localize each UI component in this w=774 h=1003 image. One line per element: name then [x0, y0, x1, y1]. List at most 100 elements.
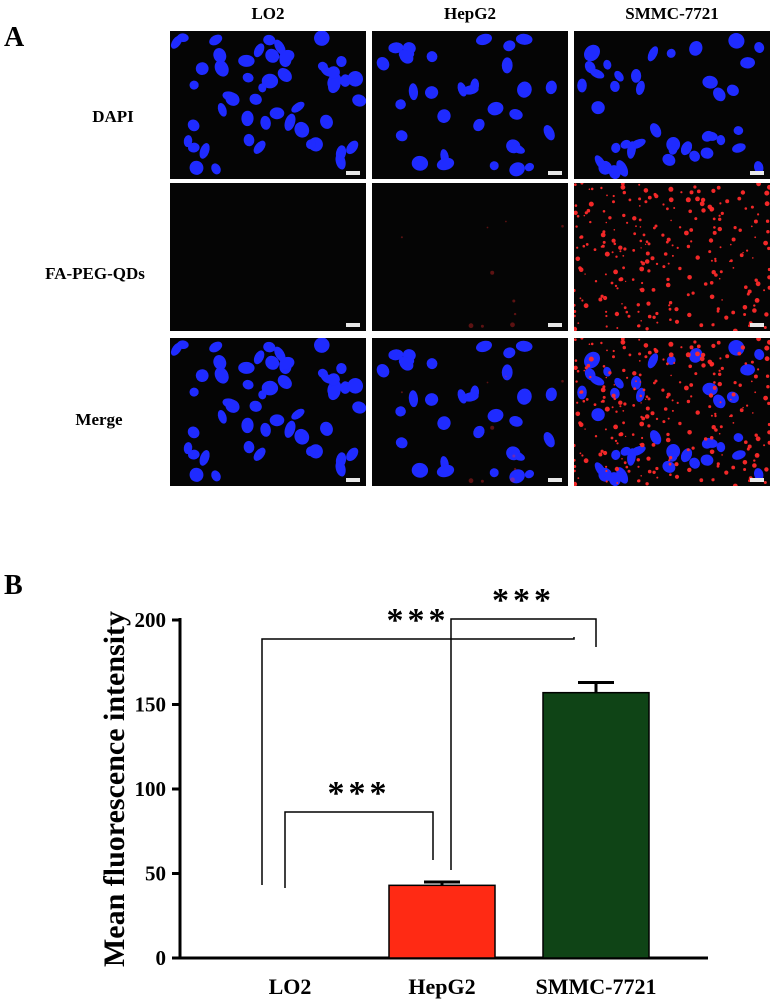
quantum-dot-signal — [613, 242, 617, 246]
nucleus — [611, 142, 621, 153]
quantum-dot-signal — [610, 281, 614, 285]
quantum-dot-signal — [647, 269, 651, 273]
quantum-dot-signal — [604, 273, 607, 276]
quantum-dot-signal — [574, 481, 578, 486]
quantum-dot-signal — [647, 397, 651, 401]
micro-merge-smmc-7721 — [574, 338, 770, 486]
quantum-dot-signal — [602, 365, 606, 368]
nucleus — [616, 160, 629, 177]
quantum-dot-signal — [623, 461, 627, 465]
quantum-dot-signal — [620, 338, 625, 341]
quantum-dot-signal — [721, 299, 723, 301]
quantum-dot-signal — [699, 201, 705, 207]
nucleus — [335, 460, 346, 477]
quantum-dot-signal — [600, 341, 603, 345]
quantum-dot-signal — [654, 379, 658, 383]
quantum-dot-signal — [605, 221, 608, 224]
quantum-dot-signal — [605, 376, 608, 379]
quantum-dot-signal — [661, 388, 665, 392]
quantum-dot-signal — [600, 186, 603, 190]
quantum-dot-signal — [618, 432, 622, 437]
quantum-dot-signal — [742, 406, 744, 409]
nucleus — [395, 130, 408, 142]
quantum-dot-signal — [767, 275, 770, 280]
nucleus — [183, 442, 193, 455]
quantum-dot-signal — [686, 293, 690, 297]
quantum-dot-signal — [693, 185, 697, 189]
quantum-dot-signal — [601, 451, 603, 453]
quantum-dot-signal — [581, 299, 584, 302]
quantum-dot-signal — [742, 251, 744, 254]
quantum-dot-signal — [614, 439, 618, 443]
quantum-dot-signal — [574, 303, 576, 307]
quantum-dot-signal — [605, 325, 608, 328]
quantum-dot-signal — [400, 236, 403, 239]
quantum-dot-signal — [622, 190, 626, 195]
quantum-dot-signal — [719, 357, 722, 360]
nucleus — [437, 416, 451, 430]
quantum-dot-signal — [615, 410, 618, 413]
quantum-dot-signal — [612, 355, 615, 359]
nucleus — [195, 369, 209, 382]
micro-merge-lo2 — [170, 338, 366, 486]
quantum-dot-signal — [620, 184, 626, 190]
micro-image — [577, 33, 765, 179]
nucleus — [701, 437, 714, 449]
nucleus — [399, 356, 414, 371]
nucleus — [352, 94, 366, 107]
quantum-dot-signal — [625, 310, 629, 314]
quantum-dot-signal — [653, 226, 656, 230]
quantum-dot-signal — [631, 278, 635, 281]
quantum-dot-signal — [641, 281, 644, 285]
quantum-dot-signal — [733, 381, 737, 385]
quantum-dot-signal — [687, 312, 692, 318]
quantum-dot-signal — [640, 442, 645, 448]
quantum-dot-signal — [579, 297, 582, 300]
quantum-dot-signal — [716, 185, 721, 190]
quantum-dot-signal — [686, 244, 691, 249]
quantum-dot-signal — [764, 190, 770, 196]
quantum-dot-signal — [721, 454, 723, 456]
quantum-dot-signal — [737, 196, 742, 201]
micro-fa-peg-qds-smmc-7721 — [574, 183, 770, 331]
quantum-dot-signal — [695, 255, 700, 260]
quantum-dot-signal — [594, 435, 598, 438]
quantum-dot-signal — [589, 220, 592, 224]
quantum-dot-signal — [731, 237, 736, 242]
quantum-dot-signal — [590, 342, 594, 346]
quantum-dot-signal — [718, 369, 721, 372]
quantum-dot-signal — [622, 368, 626, 373]
quantum-dot-signal — [480, 324, 484, 328]
nucleus — [700, 147, 714, 159]
quantum-dot-signal — [575, 411, 581, 417]
quantum-dot-signal — [752, 308, 757, 313]
quantum-dot-signal — [720, 211, 724, 215]
quantum-dot-signal — [588, 201, 594, 207]
quantum-dot-signal — [505, 220, 507, 223]
nucleus — [335, 153, 346, 170]
nucleus — [408, 83, 419, 101]
nucleus — [320, 114, 333, 129]
nucleus — [320, 421, 333, 436]
nucleus — [260, 115, 271, 130]
nucleus — [732, 143, 746, 153]
quantum-dot-signal — [718, 372, 722, 376]
scale-bar — [346, 478, 360, 482]
quantum-dot-signal — [763, 444, 766, 447]
quantum-dot-signal — [633, 232, 637, 236]
quantum-dot-signal — [689, 345, 694, 350]
nucleus — [517, 81, 532, 98]
nucleus — [753, 468, 764, 481]
quantum-dot-signal — [645, 482, 649, 486]
quantum-dot-signal — [622, 345, 626, 350]
nucleus — [630, 376, 642, 390]
micro-dapi-lo2 — [170, 31, 366, 179]
nucleus — [509, 162, 525, 177]
quantum-dot-signal — [767, 285, 770, 290]
quantum-dot-signal — [638, 352, 642, 356]
quantum-dot-signal — [713, 381, 716, 384]
nucleus — [457, 389, 467, 404]
micro-merge-hepg2 — [372, 338, 568, 486]
quantum-dot-signal — [613, 384, 616, 386]
